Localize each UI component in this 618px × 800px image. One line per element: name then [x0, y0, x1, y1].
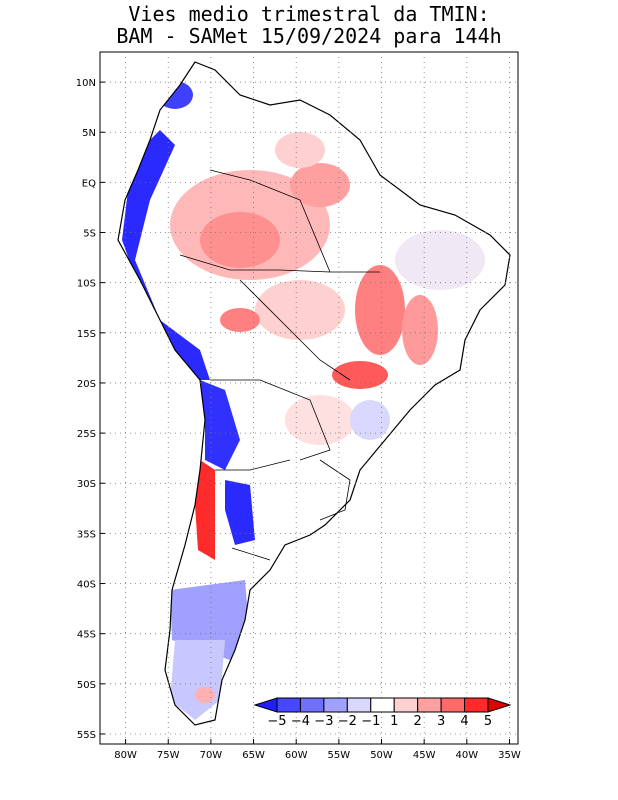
country-borders [179, 169, 380, 561]
lat-label: 55S [77, 730, 96, 741]
lat-label: 15S [77, 329, 96, 340]
colorbar-box [393, 697, 419, 713]
colorbar-box [440, 697, 466, 713]
lon-label: 55W [328, 750, 351, 761]
lat-label: 50S [77, 680, 96, 691]
lon-label: 65W [242, 750, 265, 761]
colorbar-label: −2 [338, 714, 357, 729]
colorbar-label: 2 [414, 714, 422, 729]
colorbar-label: 5 [484, 714, 492, 729]
colorbar-label: 1 [390, 714, 398, 729]
colorbar-label: −4 [291, 714, 310, 729]
lon-label: 50W [370, 750, 393, 761]
colorbar-box [323, 697, 348, 713]
lat-label: 30S [77, 479, 96, 490]
colorbar: −5 −4 −3 −2 −1 1 2 3 4 5 [253, 697, 512, 729]
colorbar-label: 3 [437, 714, 445, 729]
colorbar-box [417, 697, 442, 713]
lat-label: 5N [82, 128, 96, 139]
longitude-labels: 80W 75W 70W 65W 60W 55W 50W 45W 40W 35W [114, 739, 521, 761]
lat-label: 5S [83, 229, 96, 240]
colorbar-box [276, 697, 301, 713]
lon-label: 45W [413, 750, 436, 761]
colorbar-label: −1 [361, 714, 380, 729]
lon-label: 60W [285, 750, 308, 761]
lat-label: 35S [77, 529, 96, 540]
coastline [117, 61, 511, 726]
land-bias-field [118, 62, 510, 725]
lon-label: 35W [498, 750, 521, 761]
colorbar-box [464, 697, 489, 713]
lat-label: 10S [77, 279, 96, 290]
lat-label: 10N [76, 78, 96, 89]
colorbar-arrow-high [487, 697, 512, 713]
lon-label: 80W [114, 750, 137, 761]
lon-label: 75W [157, 750, 180, 761]
colorbar-label: −5 [267, 714, 286, 729]
lat-label: 20S [77, 379, 96, 390]
latitude-labels: 10N 5N EQ 5S 10S 15S 20S 25S 30S 35S 40S 45S 50S 55S [76, 78, 105, 741]
map-title-line-1: Vies medio trimestral da TMIN: [128, 2, 490, 26]
colorbar-box [346, 697, 372, 713]
colorbar-label: 4 [460, 714, 468, 729]
colorbar-label: −3 [314, 714, 333, 729]
colorbar-box [299, 697, 325, 713]
lon-label: 70W [200, 750, 223, 761]
lon-label: 40W [456, 750, 479, 761]
map-title-line-2: BAM - SAMet 15/09/2024 para 144h [116, 24, 502, 48]
graticule [100, 52, 518, 744]
lat-label: 25S [77, 429, 96, 440]
colorbar-box [370, 697, 395, 713]
lat-label: EQ [82, 178, 96, 189]
lat-label: 40S [77, 580, 96, 591]
lat-label: 45S [77, 630, 96, 641]
